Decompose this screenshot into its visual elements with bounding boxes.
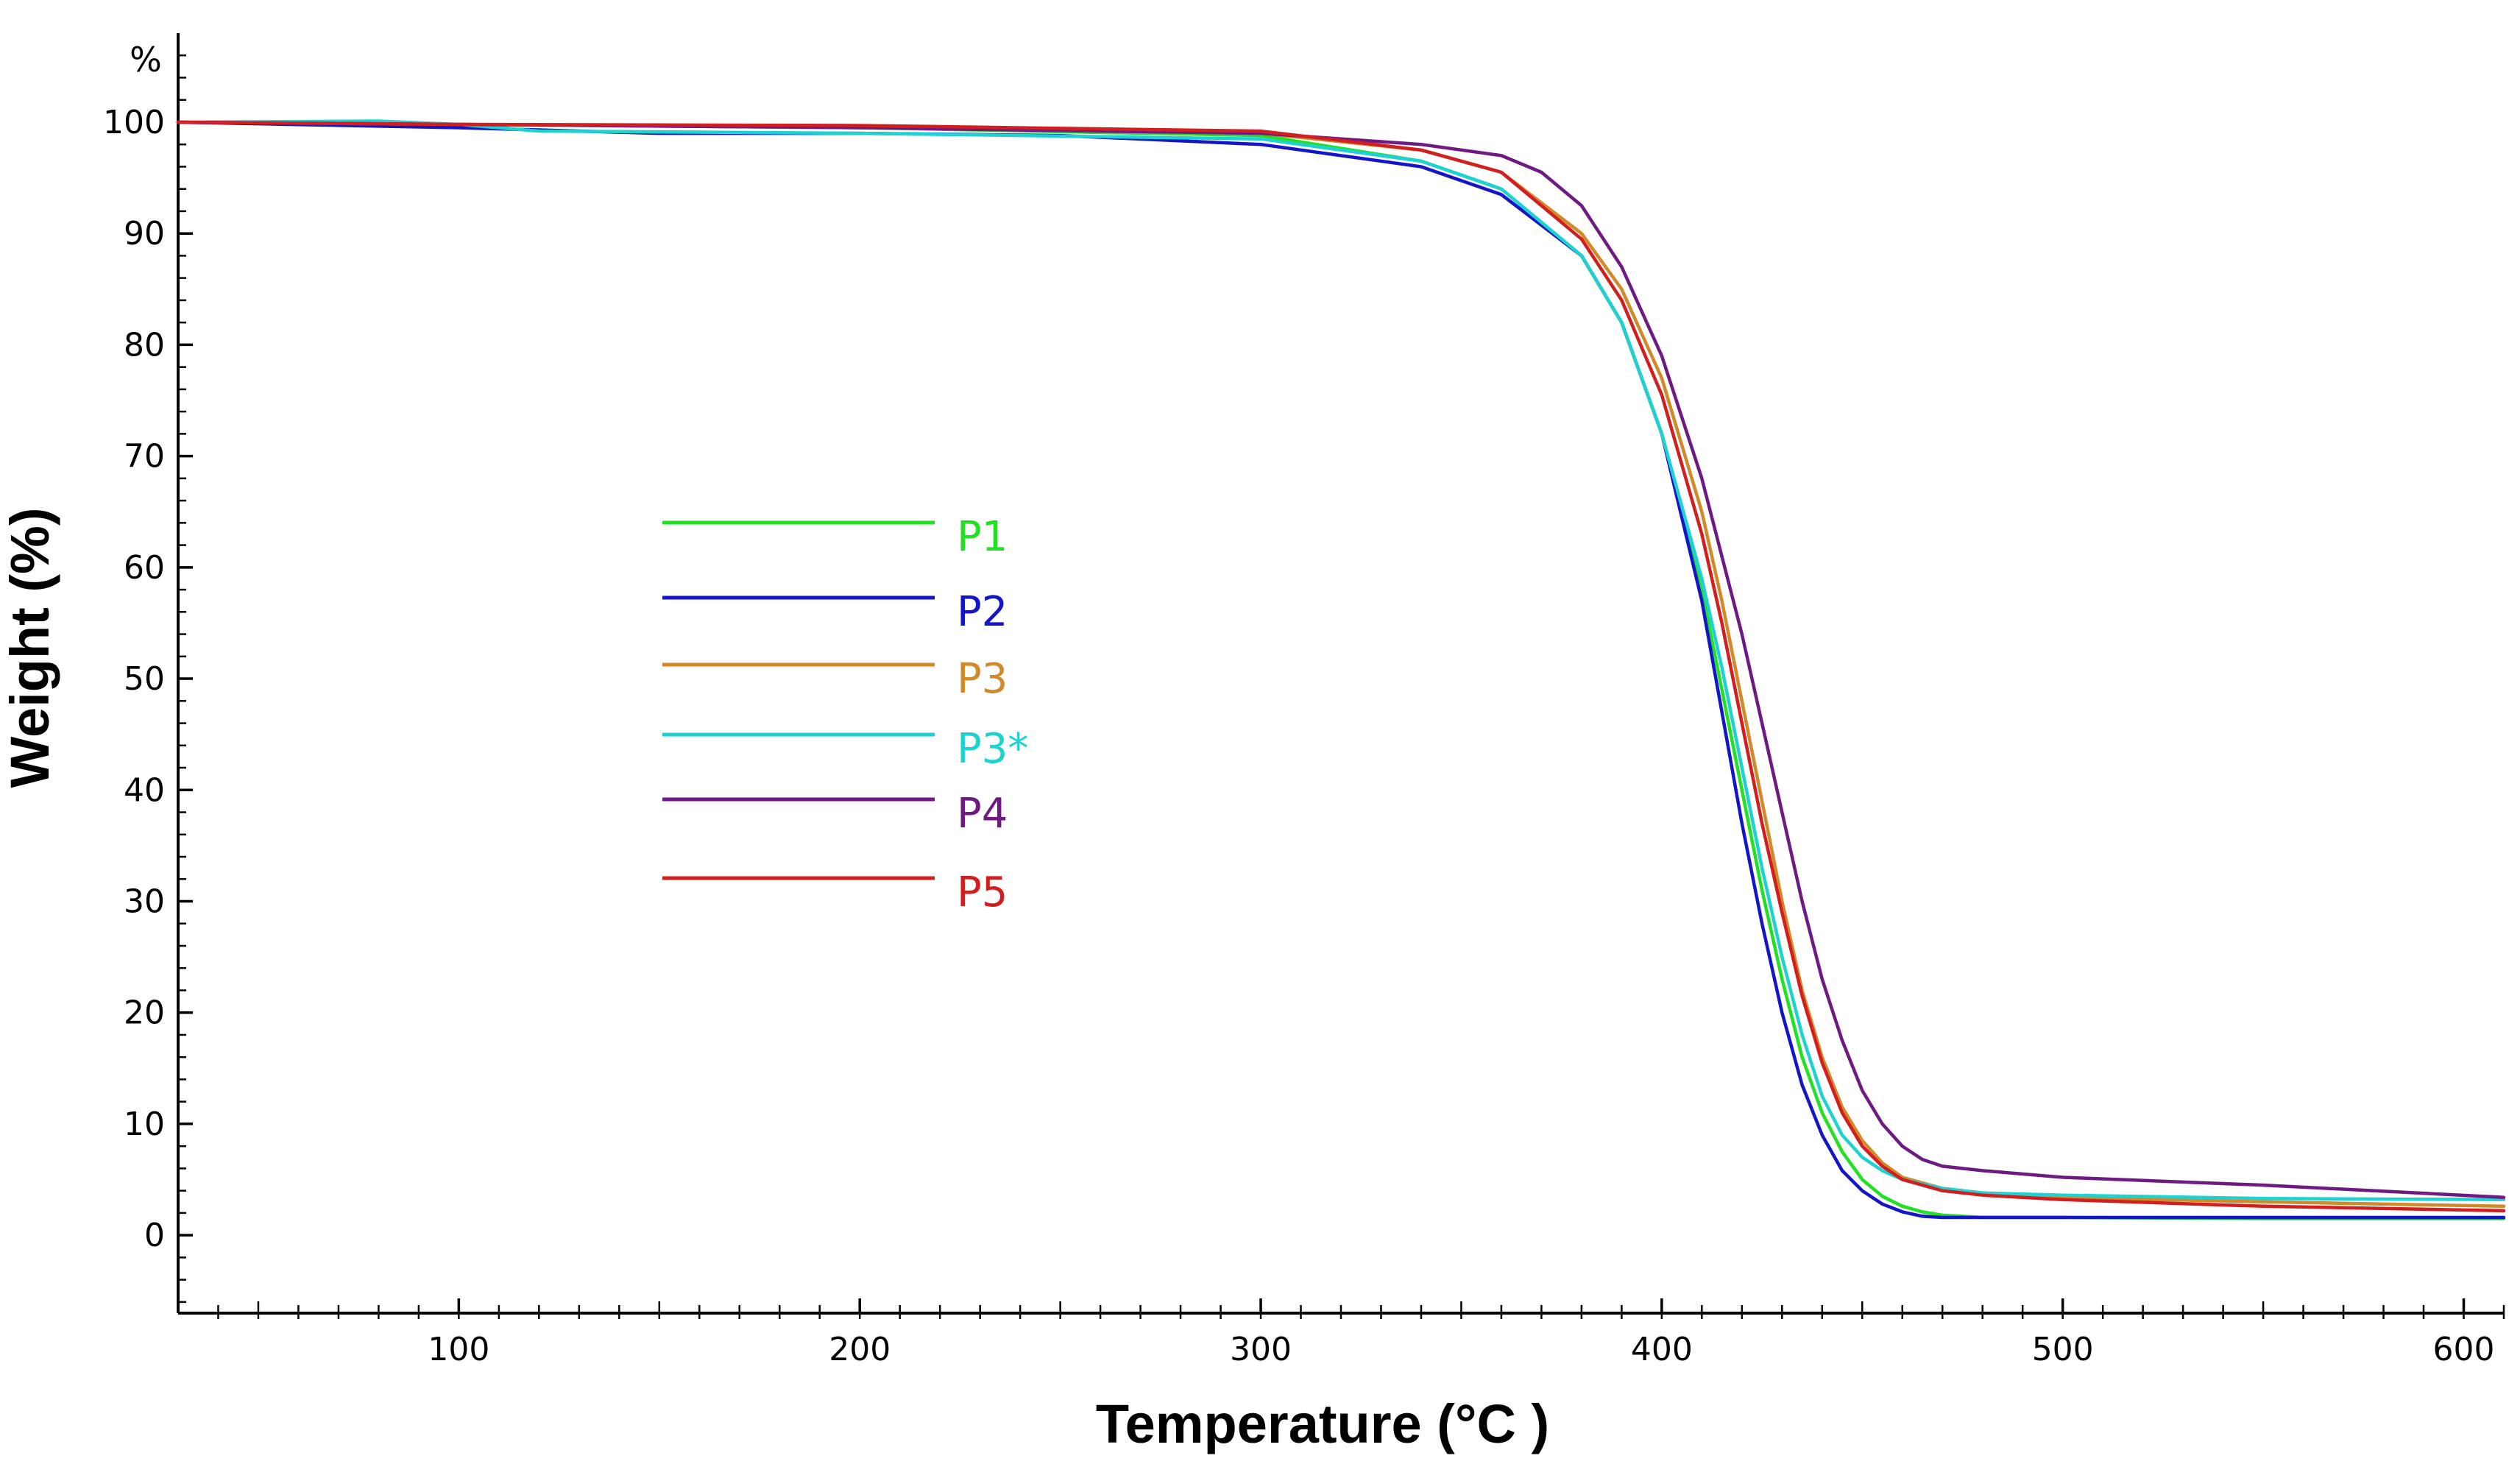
legend-label: P4 [957, 790, 1008, 838]
y-tick-label: 100 [103, 104, 165, 141]
legend-item: P5 [662, 869, 1008, 916]
y-tick-label: 30 [124, 883, 165, 920]
series-line-p2 [176, 120, 2506, 1220]
y-unit-label: % [130, 40, 162, 79]
legend-label: P3 [957, 655, 1008, 703]
y-tick-label: 20 [124, 994, 165, 1032]
x-tick-label: 600 [2433, 1331, 2495, 1368]
chart-axes: 0 10 20 30 40 50 60 70 80 90 100 100 200 300 400 500 600 [103, 33, 2505, 1368]
x-tick-label: 400 [1631, 1331, 1693, 1368]
x-tick-label: 100 [428, 1331, 489, 1368]
x-axis-title: Temperature (°C ) [1096, 1393, 1549, 1454]
y-tick-label: 70 [124, 438, 165, 475]
legend-label: P2 [957, 588, 1008, 636]
legend-label: P1 [957, 513, 1008, 561]
series-line-p1 [176, 120, 2506, 1220]
series-line-p3 [176, 120, 2506, 1209]
y-axis-title: Weight (%) [0, 508, 60, 788]
legend-item: P4 [662, 790, 1008, 838]
y-tick-label: 40 [124, 771, 165, 809]
series-line-p3-star [176, 119, 2506, 1202]
legend-item: P3* [662, 725, 1028, 773]
series-group [176, 119, 2506, 1220]
y-tick-label: 60 [124, 549, 165, 587]
legend-item: P2 [662, 588, 1008, 636]
x-tick-label: 300 [1230, 1331, 1292, 1368]
x-tick-label: 200 [829, 1331, 891, 1368]
y-tick-label: 80 [124, 326, 165, 364]
series-line-p4 [176, 120, 2506, 1199]
x-tick-label: 500 [2032, 1331, 2094, 1368]
y-tick-label: 0 [144, 1217, 165, 1254]
legend-item: P3 [662, 655, 1008, 703]
legend-label: P3* [957, 725, 1028, 773]
y-tick-label: 50 [124, 660, 165, 698]
legend-label: P5 [957, 869, 1008, 916]
y-tick-label: 10 [124, 1106, 165, 1143]
y-tick-label: 90 [124, 215, 165, 252]
legend: P1 P2 P3 P3* P4 P5 [662, 513, 1028, 916]
legend-item: P1 [662, 513, 1008, 561]
series-line-p5 [176, 120, 2506, 1213]
